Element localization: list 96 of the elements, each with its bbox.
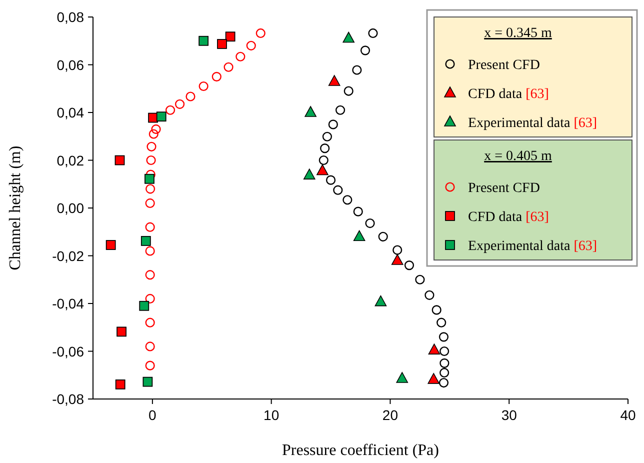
y-tick-label: 0,00 (56, 200, 84, 216)
point (165, 105, 176, 115)
point (440, 346, 450, 356)
x-tick-label: 0 (148, 407, 157, 423)
point (438, 332, 449, 342)
point (318, 155, 328, 166)
y-axis-title: Channel height (m) (7, 146, 24, 270)
point (145, 360, 155, 370)
point (424, 290, 434, 300)
point (328, 120, 338, 130)
point (428, 344, 440, 354)
x-tick-label: 40 (620, 407, 636, 423)
point (225, 32, 236, 42)
y-tick-label: -0,02 (52, 248, 84, 264)
point (353, 230, 366, 242)
point (145, 198, 155, 208)
point (146, 155, 156, 166)
point (198, 81, 208, 92)
point (342, 32, 355, 43)
point (333, 185, 343, 195)
y-tick-label: 0,04 (56, 104, 84, 120)
point (146, 142, 156, 152)
point (378, 232, 388, 242)
point (145, 318, 155, 328)
point (365, 218, 375, 228)
point (440, 368, 450, 378)
x-tick-label: 30 (501, 407, 518, 423)
point (246, 40, 256, 50)
point (436, 318, 446, 328)
point (139, 300, 150, 311)
point (342, 195, 352, 205)
point (303, 168, 316, 180)
point (145, 222, 155, 232)
y-tick-label: -0,08 (52, 391, 84, 407)
point (352, 65, 362, 75)
point (146, 170, 156, 180)
point (326, 175, 336, 185)
point (156, 112, 166, 122)
point (115, 379, 126, 390)
point (224, 62, 234, 72)
point (438, 378, 449, 388)
point (116, 326, 126, 337)
point (146, 184, 156, 194)
point (144, 174, 154, 184)
text: x = 0.405 m (484, 149, 552, 164)
point (236, 52, 246, 62)
legend-label: Present CFD (468, 181, 540, 196)
point (217, 39, 227, 49)
point (432, 305, 442, 315)
point (316, 164, 328, 176)
x-tick-label: 10 (264, 407, 280, 423)
point (145, 270, 155, 280)
point (353, 206, 363, 216)
point (428, 373, 440, 384)
point (415, 274, 425, 284)
x-tick-label: 20 (382, 407, 398, 423)
point (140, 236, 151, 246)
point (320, 144, 330, 154)
text: x = 0.345 m (484, 26, 552, 41)
point (145, 342, 155, 352)
point (256, 28, 266, 38)
point (368, 28, 378, 38)
point (322, 132, 332, 142)
point (212, 72, 222, 82)
legend-label: Experimental data [63] (468, 116, 598, 131)
legend-label: CFD data [63] (468, 210, 549, 225)
y-tick-label: -0,06 (52, 343, 84, 360)
legend-label: Present CFD (468, 58, 540, 73)
point (392, 245, 402, 255)
y-tick-label: -0,04 (52, 296, 84, 312)
point (174, 99, 185, 109)
point (374, 295, 387, 306)
point (142, 376, 153, 387)
point (151, 124, 161, 134)
point (145, 294, 155, 304)
y-tick-label: 0,06 (56, 56, 84, 73)
point (440, 358, 450, 368)
legend-label: CFD data [63] (468, 87, 549, 102)
point (106, 240, 116, 250)
point (360, 46, 370, 56)
point (335, 105, 346, 115)
y-tick-label: 0,08 (56, 9, 84, 25)
legend-label: Experimental data [63] (468, 239, 598, 254)
point (114, 155, 125, 166)
point (396, 372, 408, 383)
point (304, 106, 316, 117)
point (344, 86, 354, 96)
point (328, 75, 340, 86)
point (148, 129, 158, 139)
point (145, 246, 155, 256)
point (198, 36, 209, 46)
point (186, 92, 196, 102)
x-axis-title: Pressure coefficient (Pa) (282, 442, 439, 459)
point (404, 260, 414, 270)
point (391, 254, 404, 265)
y-tick-label: 0,02 (56, 152, 84, 168)
